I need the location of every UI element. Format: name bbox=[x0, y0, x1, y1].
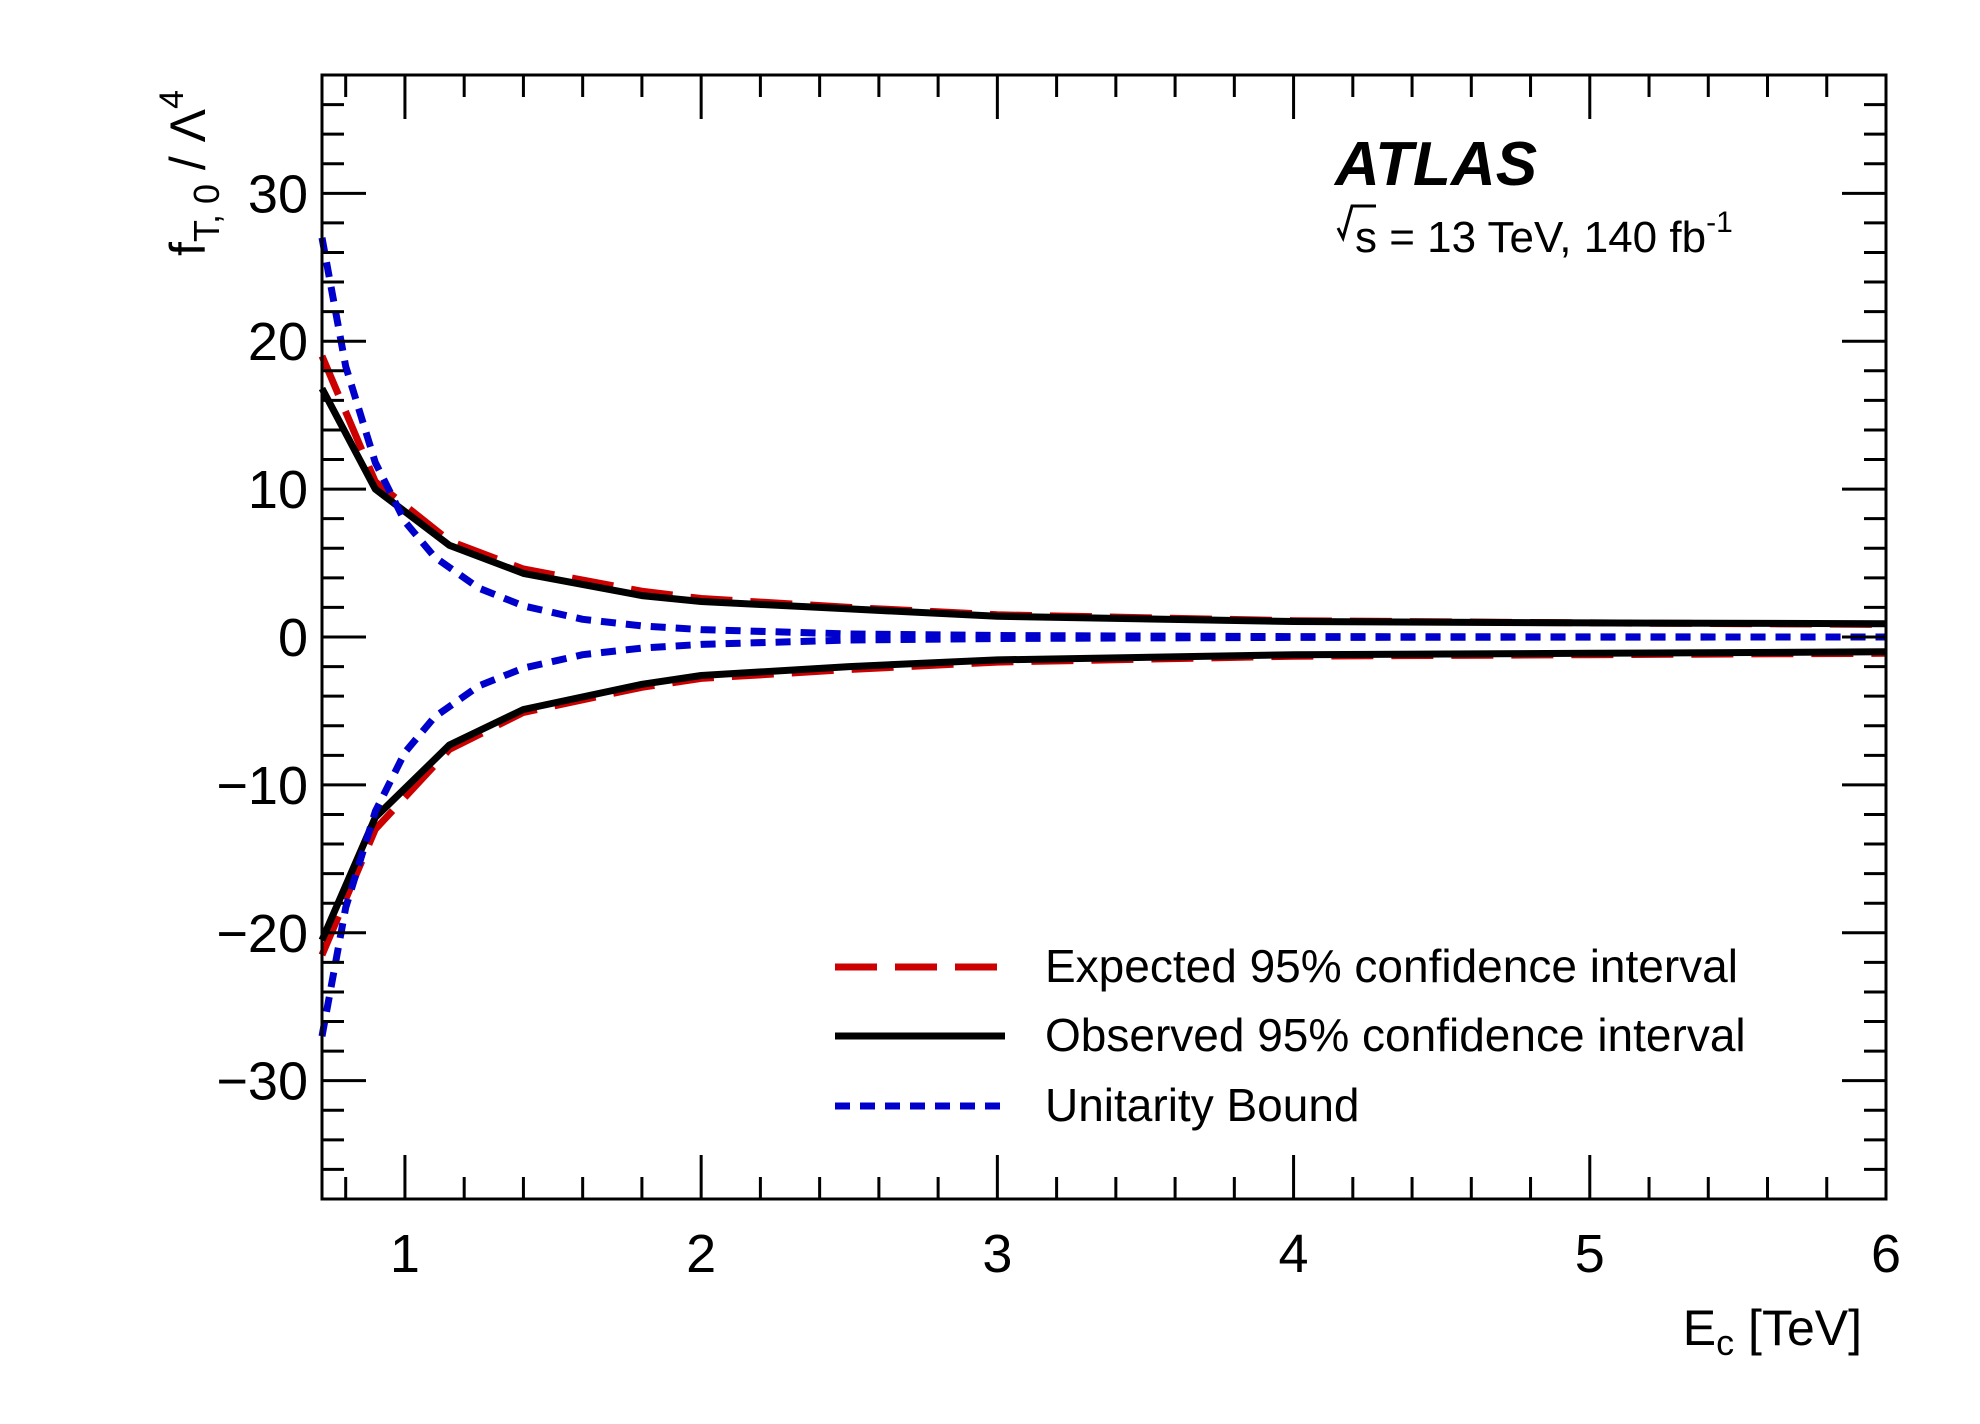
y-axis-label-sub: T, 0 bbox=[186, 184, 227, 242]
x-tick-label: 5 bbox=[1575, 1224, 1605, 1284]
sqrt-symbol bbox=[1336, 204, 1376, 243]
series-1-upper-line bbox=[318, 386, 1887, 628]
svg-text:s = 13 TeV, 140 fb-1: s = 13 TeV, 140 fb-1 bbox=[1355, 206, 1733, 262]
y-axis-label-rest: / Λ bbox=[160, 108, 216, 184]
x-tick-label: 3 bbox=[982, 1224, 1012, 1284]
y-tick-label: 10 bbox=[248, 460, 308, 520]
series-2-upper-line bbox=[318, 237, 1887, 641]
energy-lumi-text: = 13 TeV, 140 fb bbox=[1377, 213, 1706, 262]
legend-label-expected: Expected 95% confidence interval bbox=[1045, 940, 1738, 992]
y-tick-label: 0 bbox=[278, 608, 308, 668]
y-tick-label: −30 bbox=[216, 1052, 308, 1112]
energy-lumi-label: s = 13 TeV, 140 fb-1 bbox=[1336, 204, 1733, 262]
x-axis-label-main: E bbox=[1683, 1300, 1716, 1356]
x-tick-label: 2 bbox=[686, 1224, 716, 1284]
plot-frame bbox=[320, 73, 1888, 1201]
x-tick-label: 1 bbox=[390, 1224, 420, 1284]
y-tick-label: −10 bbox=[216, 756, 308, 816]
x-axis-label-sub: c bbox=[1716, 1322, 1734, 1363]
curves-layer bbox=[318, 237, 1887, 1037]
y-tick-label: −20 bbox=[216, 904, 308, 964]
x-tick-label: 6 bbox=[1871, 1224, 1901, 1284]
legend-label-observed: Observed 95% confidence interval bbox=[1045, 1009, 1746, 1061]
legend: Expected 95% confidence interval Observe… bbox=[835, 940, 1746, 1131]
y-tick-label: 20 bbox=[248, 312, 308, 372]
x-axis-label: Ec [TeV] bbox=[1683, 1300, 1862, 1363]
series-2-lower-line bbox=[318, 633, 1887, 1037]
series-1-lower-line bbox=[318, 648, 1887, 942]
y-tick-label: 30 bbox=[248, 164, 308, 224]
y-axis-label: fT, 0 / Λ4 bbox=[153, 90, 227, 256]
y-axis-label-main: f bbox=[160, 242, 216, 256]
lumi-exponent: -1 bbox=[1706, 206, 1733, 239]
atlas-label: ATLAS bbox=[1333, 130, 1537, 199]
tick-labels-layer: 1 2 3 4 5 6 −30 −20 −10 0 10 20 30 bbox=[216, 164, 1901, 1284]
sqrt-s-symbol: s bbox=[1355, 213, 1377, 262]
x-axis-label-rest: [TeV] bbox=[1734, 1300, 1862, 1356]
y-axis-label-sup: 4 bbox=[153, 90, 191, 109]
legend-label-unitarity: Unitarity Bound bbox=[1045, 1079, 1360, 1131]
x-tick-label: 4 bbox=[1279, 1224, 1309, 1284]
